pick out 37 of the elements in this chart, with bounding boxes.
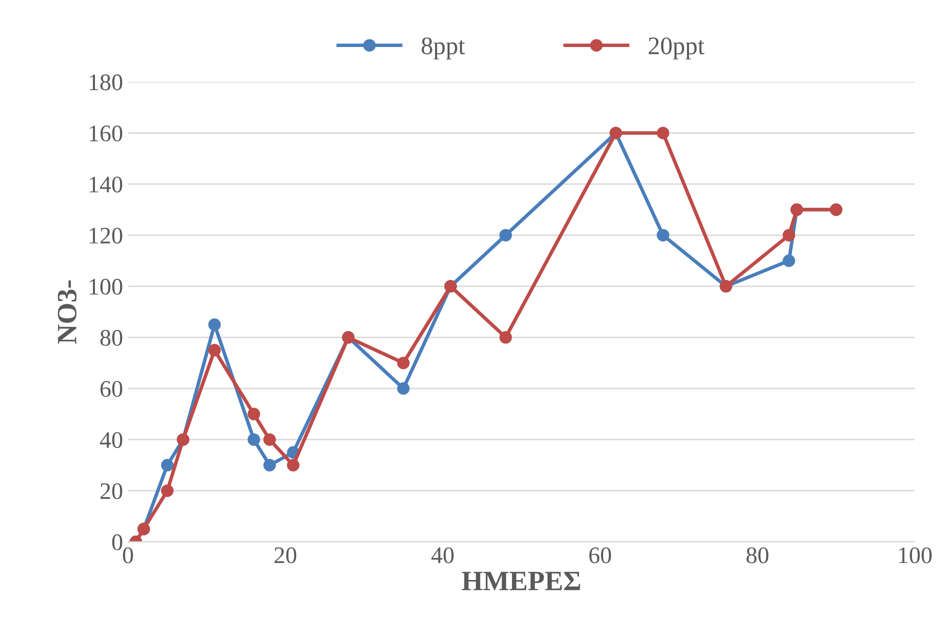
y-tick-label: 80 (100, 330, 122, 346)
point (397, 356, 410, 370)
point (782, 228, 796, 242)
point (248, 433, 260, 446)
x-tick-label: 40 (431, 547, 454, 564)
y-tick-label: 0 (112, 534, 122, 550)
legend-label: 20ppt (648, 37, 704, 60)
point (656, 126, 670, 140)
point (286, 458, 300, 472)
y-axis-title: NO3- (58, 280, 77, 344)
y-tick-label: 120 (90, 228, 122, 244)
y-tick-label: 160 (90, 125, 122, 142)
point (161, 458, 174, 472)
x-axis-title: ΗΜΕΡΕΣ (462, 572, 580, 590)
point (263, 433, 276, 446)
y-tick-label: 60 (100, 380, 122, 397)
legend-label: 8ppt (422, 37, 466, 60)
point (499, 228, 512, 242)
point (656, 228, 670, 242)
point (397, 382, 410, 395)
point (208, 318, 221, 331)
x-tick-label: 20 (274, 547, 296, 564)
x-tick-label: 100 (899, 547, 932, 564)
point (161, 484, 174, 497)
x-tick-label: 0 (122, 547, 133, 564)
x-tick-label: 60 (589, 547, 611, 564)
point (248, 408, 260, 420)
point (499, 331, 512, 344)
point (782, 254, 796, 267)
point (263, 458, 276, 472)
y-tick-label: 140 (90, 176, 122, 193)
y-tick-label: 40 (100, 432, 122, 448)
y-tick-label: 20 (100, 483, 122, 500)
x-tick-label: 80 (746, 547, 768, 564)
point (208, 344, 221, 356)
y-tick-label: 180 (90, 74, 122, 90)
y-tick-label: 100 (90, 278, 122, 295)
